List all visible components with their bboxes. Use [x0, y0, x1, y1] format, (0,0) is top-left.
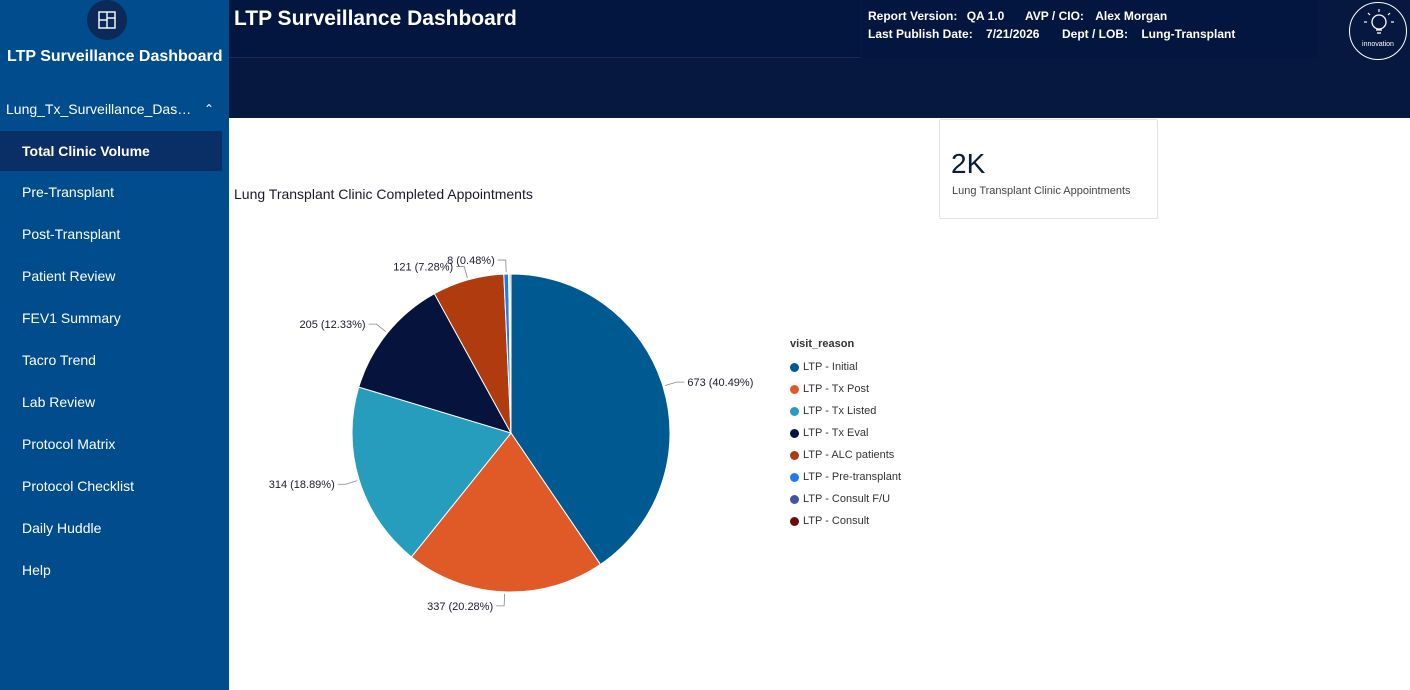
data-label-leader — [497, 259, 507, 273]
legend-label: LTP - Consult — [803, 515, 870, 527]
header-meta: Report Version: QA 1.0 AVP / CIO: Alex M… — [862, 0, 1317, 58]
dept-label: Dept / LOB: — [1062, 27, 1128, 41]
legend-title: visit_reason — [790, 338, 855, 350]
data-label-leader — [664, 381, 685, 387]
legend-swatch — [790, 494, 799, 504]
pie-slice[interactable] — [351, 386, 512, 558]
legend-swatch — [790, 472, 799, 482]
data-label-leader — [337, 480, 358, 485]
pie-slice[interactable] — [410, 432, 602, 593]
legend-item[interactable]: LTP - Consult F/U — [790, 488, 901, 510]
legend-label: LTP - Consult F/U — [803, 493, 891, 505]
legend-swatch — [790, 384, 799, 394]
dept-value: Lung-Transplant — [1141, 27, 1236, 41]
legend-item[interactable]: LTP - Consult — [790, 510, 901, 532]
sidebar-item-protocol-matrix[interactable]: Protocol Matrix — [22, 436, 116, 452]
legend-label: LTP - Pre-transplant — [803, 471, 902, 483]
pie-chart[interactable]: 673 (40.49%) 337 (20.28%) 314 (18.89%) 205 … — [229, 210, 769, 630]
kpi-value: 2K — [951, 148, 986, 179]
report-app-icon[interactable] — [87, 0, 127, 40]
legend-item[interactable]: LTP - Tx Post — [790, 378, 901, 400]
sidebar-item-patient-review[interactable]: Patient Review — [22, 268, 116, 284]
legend-label: LTP - Tx Post — [803, 383, 870, 395]
data-label: 8 (0.48%) — [447, 255, 495, 267]
report-name-label: Lung_Tx_Surveillance_Dashb... — [6, 101, 194, 117]
legend-swatch — [790, 428, 799, 438]
chart-legend: visit_reason LTP - Initial LTP - Tx Post L… — [790, 338, 901, 532]
data-label-leader — [456, 266, 468, 279]
legend-swatch — [790, 516, 799, 526]
sidebar-item-tacro-trend[interactable]: Tacro Trend — [22, 352, 96, 368]
sidebar-item-total-clinic-volume[interactable]: Total Clinic Volume — [0, 131, 222, 171]
logo-text: innovation — [1362, 41, 1394, 48]
header-title-bar: LTP Surveillance Dashboard — [229, 0, 860, 58]
innovation-logo: innovation — [1349, 2, 1407, 60]
pie-slice[interactable] — [510, 273, 671, 566]
data-label-leader — [496, 593, 506, 607]
report-version-label: Report Version: — [868, 9, 958, 23]
lightbulb-icon — [1364, 9, 1394, 34]
sidebar-item-daily-huddle[interactable]: Daily Huddle — [22, 520, 102, 536]
legend-label: LTP - Tx Listed — [803, 405, 877, 417]
legend-swatch — [790, 406, 799, 416]
kpi-card[interactable]: 2K Lung Transplant Clinic Appointments — [939, 119, 1158, 219]
legend-swatch — [790, 362, 799, 372]
legend-item[interactable]: LTP - ALC patients — [790, 444, 901, 466]
legend-swatch — [790, 450, 799, 460]
report-header: LTP Surveillance Dashboard Report Versio… — [229, 0, 1410, 118]
page-title: LTP Surveillance Dashboard — [234, 7, 517, 30]
legend-label: LTP - ALC patients — [803, 449, 895, 461]
publish-date-value: 7/21/2026 — [986, 27, 1040, 41]
legend-item[interactable]: LTP - Initial — [790, 356, 901, 378]
kpi-label: Lung Transplant Clinic Appointments — [952, 185, 1131, 197]
chevron-up-icon: ⌃ — [203, 102, 214, 116]
publish-date-label: Last Publish Date: — [868, 27, 973, 41]
report-name-toggle[interactable]: Lung_Tx_Surveillance_Dashb... ⌃ — [6, 101, 222, 117]
layout-icon — [98, 11, 116, 29]
avp-label: AVP / CIO: — [1025, 9, 1084, 23]
data-label-leader — [368, 323, 387, 333]
sidebar-item-fev1-summary[interactable]: FEV1 Summary — [22, 310, 121, 326]
legend-item[interactable]: LTP - Tx Eval — [790, 422, 901, 444]
legend-label: LTP - Tx Eval — [803, 427, 869, 439]
sidebar-item-protocol-checklist[interactable]: Protocol Checklist — [22, 478, 135, 494]
legend-label: LTP - Initial — [803, 361, 858, 373]
data-label: 314 (18.89%) — [269, 479, 335, 491]
report-version-value: QA 1.0 — [966, 9, 1005, 23]
legend-item[interactable]: LTP - Pre-transplant — [790, 466, 901, 488]
data-label: 205 (12.33%) — [299, 319, 365, 331]
legend-item[interactable]: LTP - Tx Listed — [790, 400, 901, 422]
avp-value: Alex Morgan — [1095, 9, 1168, 23]
pie-slice[interactable] — [509, 273, 512, 434]
sidebar-item-help[interactable]: Help — [22, 562, 51, 578]
data-label: 337 (20.28%) — [427, 601, 493, 613]
sidebar-app-title: LTP Surveillance Dashboard — [7, 48, 223, 65]
sidebar: LTP Surveillance Dashboard Lung_Tx_Surve… — [0, 0, 229, 690]
sidebar-item-lab-review[interactable]: Lab Review — [22, 394, 96, 410]
pie-slice[interactable] — [358, 292, 513, 434]
data-label: 673 (40.49%) — [687, 377, 753, 389]
data-label: 121 (7.28%) — [393, 261, 453, 273]
chart-title: Lung Transplant Clinic Completed Appoint… — [234, 186, 533, 202]
sidebar-item-pre-transplant[interactable]: Pre-Transplant — [22, 184, 115, 200]
sidebar-nav: Total Clinic Volume Pre-Transplant Post-… — [0, 131, 222, 591]
sidebar-item-post-transplant[interactable]: Post-Transplant — [22, 226, 121, 242]
